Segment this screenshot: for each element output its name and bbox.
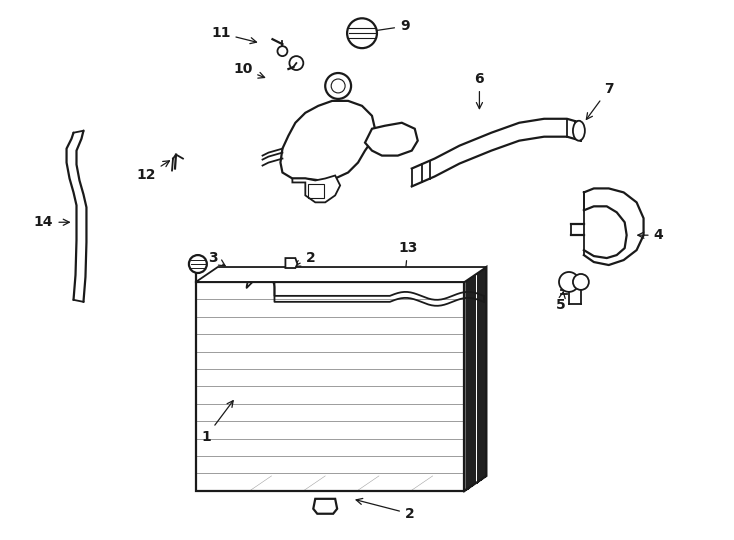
- Circle shape: [573, 274, 589, 290]
- Ellipse shape: [573, 121, 585, 140]
- Polygon shape: [465, 267, 487, 491]
- Text: 8: 8: [305, 162, 320, 185]
- Circle shape: [325, 73, 351, 99]
- Polygon shape: [286, 258, 297, 268]
- Text: 5: 5: [556, 292, 566, 312]
- Text: 4: 4: [638, 228, 664, 242]
- Polygon shape: [196, 267, 487, 282]
- Circle shape: [289, 56, 303, 70]
- Polygon shape: [280, 101, 375, 180]
- Polygon shape: [292, 176, 340, 202]
- Circle shape: [189, 255, 207, 273]
- Text: 2: 2: [356, 498, 415, 521]
- Text: 12: 12: [137, 161, 170, 183]
- Circle shape: [559, 272, 579, 292]
- Text: 6: 6: [475, 72, 484, 109]
- Polygon shape: [313, 499, 337, 514]
- Polygon shape: [365, 123, 418, 156]
- Circle shape: [347, 18, 377, 48]
- Text: 11: 11: [211, 26, 256, 44]
- Text: 9: 9: [362, 19, 410, 35]
- Text: 14: 14: [34, 215, 69, 230]
- Text: 10: 10: [233, 62, 265, 78]
- Text: 2: 2: [294, 251, 315, 266]
- Text: 13: 13: [398, 241, 418, 274]
- Text: 7: 7: [586, 82, 614, 119]
- Text: 1: 1: [201, 401, 233, 444]
- Circle shape: [277, 46, 288, 56]
- Text: 3: 3: [208, 251, 225, 266]
